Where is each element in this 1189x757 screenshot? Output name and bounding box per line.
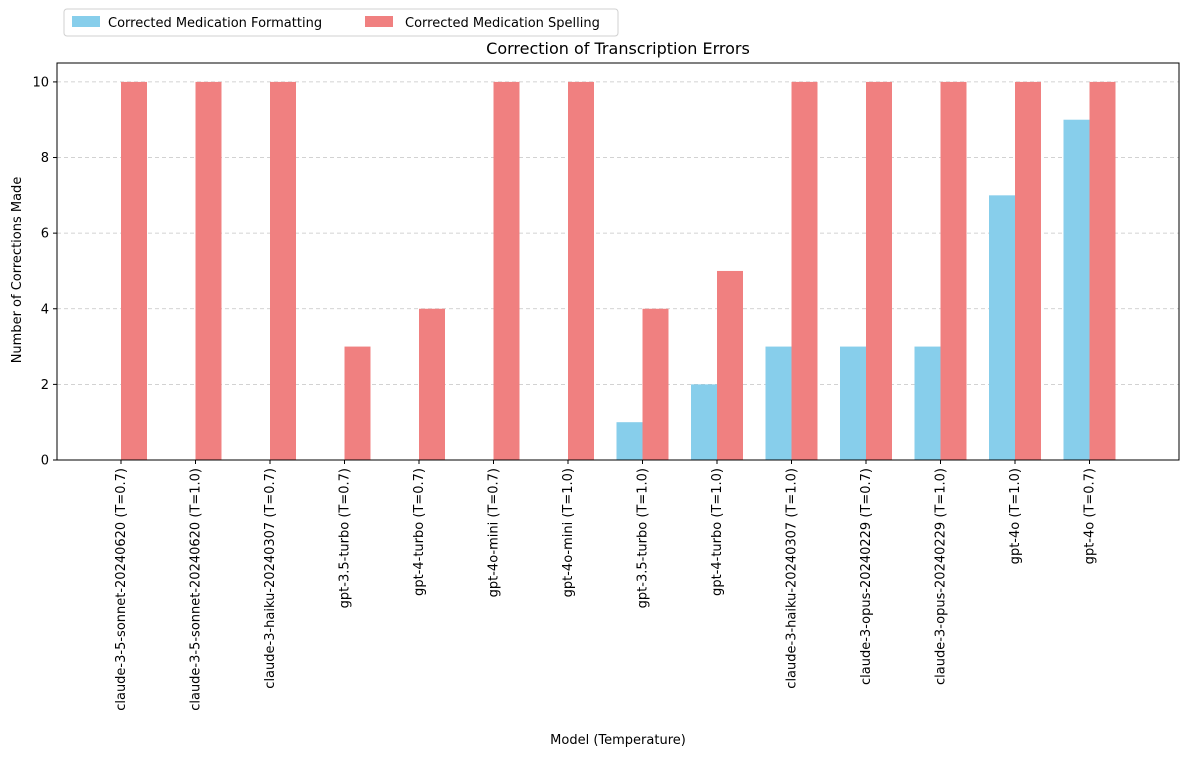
axes [56,62,1180,461]
x-tick-label: gpt-4o-mini (T=1.0) [561,468,576,597]
bar-spelling [195,81,222,461]
bar-spelling [493,81,520,461]
plot-frame [56,62,1180,461]
bar-spelling [717,270,743,460]
bar-spelling [940,81,967,461]
legend-label: Corrected Medication Formatting [108,16,322,31]
legend-swatch [72,16,100,27]
x-tick-label: claude-3-opus-20240229 (T=1.0) [934,468,949,685]
x-tick-label: gpt-4-turbo (T=1.0) [710,468,725,596]
x-tick-label: claude-3-opus-20240229 (T=0.7) [859,468,874,685]
bar-formatting [1063,119,1090,460]
x-tick-label: gpt-4o-mini (T=0.7) [487,468,502,597]
bar-spelling [1015,81,1041,461]
y-tick-label: 4 [41,302,49,317]
bar-spelling [419,308,445,460]
x-ticks: claude-3-5-sonnet-20240620 (T=0.7) claude… [114,460,1098,711]
bar-spelling [791,81,818,461]
legend-box [63,8,619,37]
y-tick-label: 6 [41,227,49,242]
bars [121,81,1116,461]
bar-formatting [765,346,792,460]
x-tick-label: gpt-4o (T=0.7) [1083,468,1098,564]
bar-spelling [1089,81,1116,461]
x-tick-label: claude-3-haiku-20240307 (T=0.7) [263,468,278,689]
bar-spelling [270,81,296,461]
bar-formatting [914,346,941,460]
legend-swatch [365,16,393,27]
bar-formatting [989,195,1015,461]
x-tick-label: gpt-3.5-turbo (T=1.0) [636,468,651,608]
y-ticks: 0 2 4 6 8 10 [32,75,57,469]
legend-label: Corrected Medication Spelling [405,16,600,31]
y-tick-label: 2 [41,378,49,393]
x-tick-label: gpt-3.5-turbo (T=0.7) [338,468,353,608]
x-axis-label: Model (Temperature) [550,733,686,748]
bar-formatting [616,422,643,460]
y-tick-label: 8 [41,151,49,166]
x-tick-label: gpt-4o (T=1.0) [1008,468,1023,564]
bar-formatting [840,346,866,460]
legend: Corrected Medication Formatting Corrected… [63,8,619,37]
x-tick-label: claude-3-5-sonnet-20240620 (T=1.0) [189,468,204,711]
y-tick-label: 0 [41,454,49,469]
y-tick-label: 10 [32,75,49,90]
bar-spelling [121,81,147,461]
x-tick-label: gpt-4-turbo (T=0.7) [412,468,427,596]
bar-spelling [642,308,669,460]
bar-spelling [344,346,371,460]
x-tick-label: claude-3-haiku-20240307 (T=1.0) [785,468,800,689]
bar-formatting [691,384,717,460]
chart-title: Correction of Transcription Errors [486,39,750,58]
y-axis-label: Number of Corrections Made [10,177,25,364]
bar-spelling [568,81,594,461]
bar-spelling [866,81,892,461]
x-tick-label: claude-3-5-sonnet-20240620 (T=0.7) [114,468,129,711]
